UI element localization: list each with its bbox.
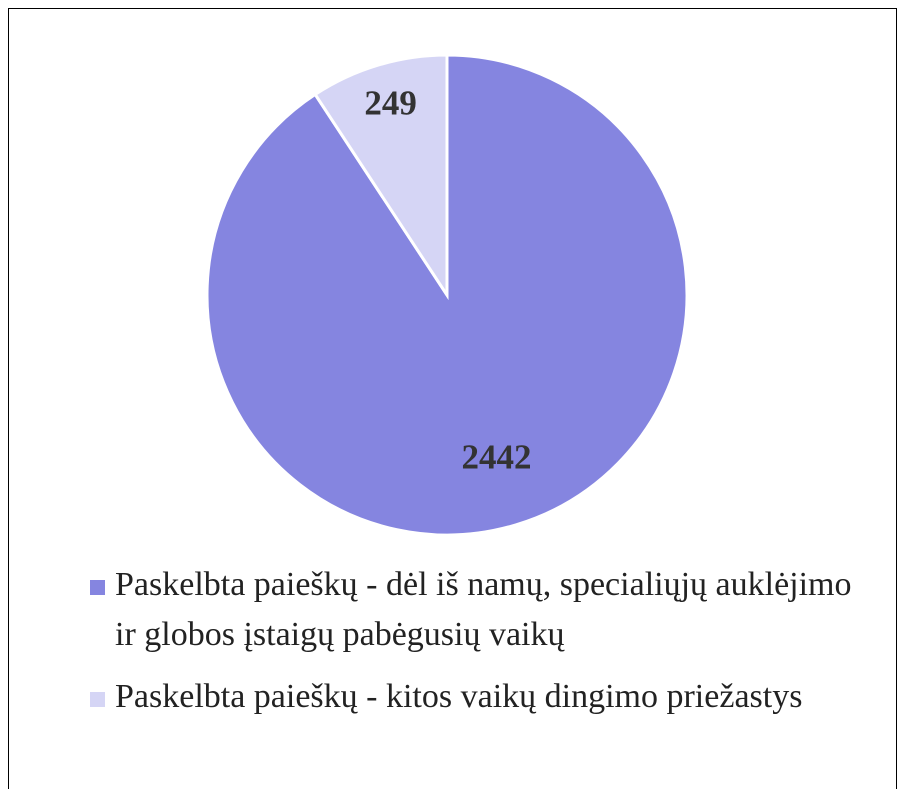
chart: 2442 249 Paskelbta paieškų - dėl iš namų,…	[0, 0, 905, 789]
legend-swatch	[90, 580, 105, 595]
legend: Paskelbta paieškų - dėl iš namų, special…	[90, 560, 880, 734]
legend-item: Paskelbta paieškų - dėl iš namų, special…	[90, 560, 880, 660]
legend-swatch	[90, 692, 105, 707]
data-label: 2442	[462, 438, 532, 477]
legend-label: Paskelbta paieškų - kitos vaikų dingimo …	[115, 672, 802, 722]
legend-label: Paskelbta paieškų - dėl iš namų, special…	[115, 560, 880, 660]
legend-item: Paskelbta paieškų - kitos vaikų dingimo …	[90, 672, 880, 722]
data-label: 249	[364, 83, 417, 122]
